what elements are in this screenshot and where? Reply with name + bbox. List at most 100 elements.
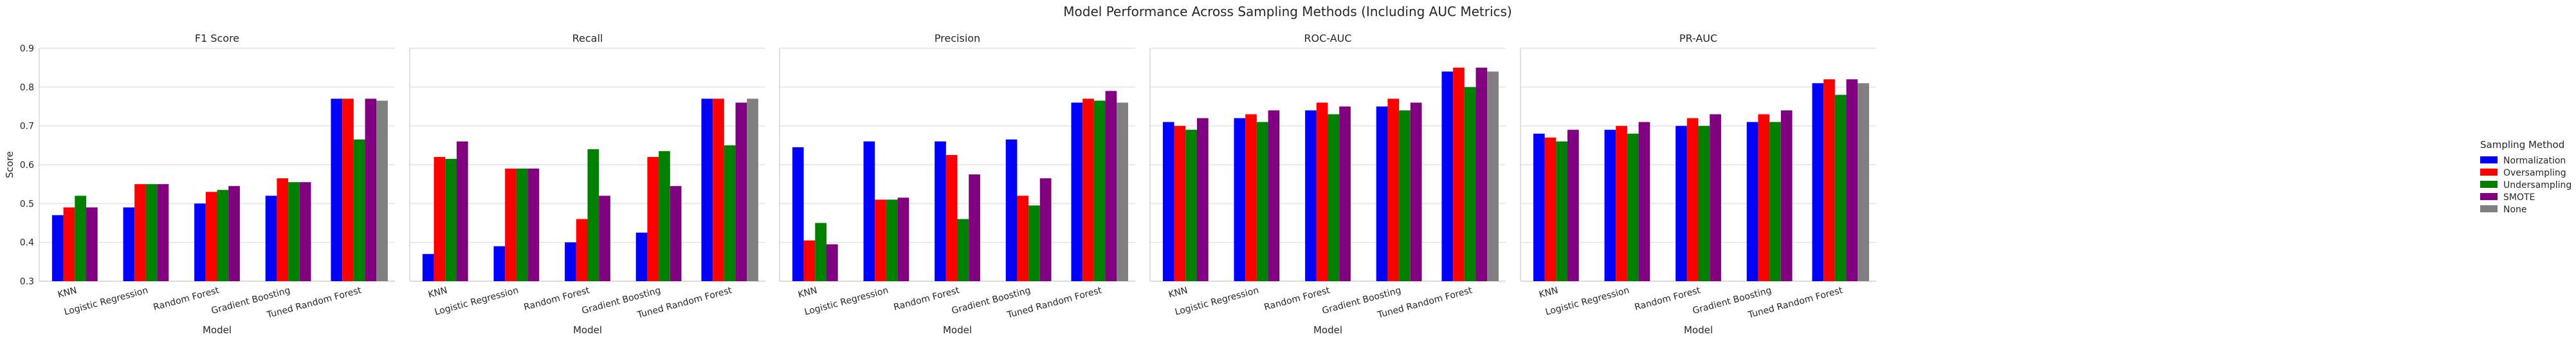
bar-oversampling xyxy=(1245,114,1257,281)
bar-undersampling xyxy=(1256,122,1268,281)
bar-undersampling xyxy=(1556,141,1567,281)
bar-normalization xyxy=(1676,125,1687,281)
bar-smote xyxy=(457,141,468,281)
bar-smote xyxy=(897,198,909,281)
bar-smote xyxy=(1268,110,1280,281)
chart-panels: 0.30.40.50.60.70.80.9F1 ScoreKNNLogistic… xyxy=(4,32,1876,336)
panel-title: ROC-AUC xyxy=(1304,32,1351,44)
legend-swatch-undersampling xyxy=(2480,181,2498,188)
bar-undersampling xyxy=(1185,129,1197,281)
bar-normalization xyxy=(1234,118,1246,281)
x-axis-label: Model xyxy=(1313,324,1342,336)
bar-undersampling xyxy=(75,196,86,281)
bar-normalization xyxy=(1604,129,1616,281)
bar-undersampling xyxy=(724,145,736,281)
bar-none xyxy=(747,98,758,281)
bar-oversampling xyxy=(205,192,217,281)
panel-title: Recall xyxy=(572,32,603,44)
bar-undersampling xyxy=(1399,110,1411,281)
y-tick-label: 0.3 xyxy=(20,277,34,287)
bar-smote xyxy=(1410,102,1422,281)
bar-smote xyxy=(228,186,240,281)
bar-normalization xyxy=(1162,122,1174,281)
bar-normalization xyxy=(1746,122,1758,281)
bar-smote xyxy=(735,102,747,281)
bar-normalization xyxy=(1812,83,1824,282)
x-axis-label: Model xyxy=(203,324,232,336)
bar-undersampling xyxy=(1464,87,1476,281)
bar-smote xyxy=(1197,118,1209,281)
legend-label: None xyxy=(2503,205,2527,215)
y-tick-label: 0.7 xyxy=(20,122,34,132)
bar-normalization xyxy=(493,246,506,281)
x-tick-label: KNN xyxy=(797,285,818,300)
y-tick-label: 0.6 xyxy=(20,160,34,170)
bar-normalization xyxy=(194,203,206,281)
bar-smote xyxy=(1105,91,1117,281)
bar-undersampling xyxy=(1093,100,1106,281)
bar-smote xyxy=(1039,178,1052,281)
bar-oversampling xyxy=(1544,137,1557,281)
legend-swatch-oversampling xyxy=(2480,169,2498,176)
bar-undersampling xyxy=(587,149,599,281)
bar-none xyxy=(376,100,388,281)
bar-undersampling xyxy=(1028,205,1040,281)
bar-undersampling xyxy=(886,199,898,281)
legend-swatch-smote xyxy=(2480,193,2498,200)
bar-oversampling xyxy=(1017,196,1029,281)
bar-oversampling xyxy=(134,184,146,281)
figure-title: Model Performance Across Sampling Method… xyxy=(1063,4,1512,19)
bar-smote xyxy=(969,174,980,281)
bar-none xyxy=(1487,71,1499,281)
bar-oversampling xyxy=(505,169,516,281)
bar-smote xyxy=(86,207,98,281)
bar-oversampling xyxy=(875,199,886,281)
bar-normalization xyxy=(265,196,277,281)
bar-smote xyxy=(299,182,311,281)
bar-oversampling xyxy=(1453,68,1465,282)
bar-undersampling xyxy=(659,151,670,281)
bar-undersampling xyxy=(288,182,300,281)
bar-smote xyxy=(527,169,540,281)
x-tick-label: KNN xyxy=(427,285,448,300)
bar-oversampling xyxy=(1387,98,1400,281)
bar-smote xyxy=(157,184,169,281)
legend-swatch-none xyxy=(2480,205,2498,212)
bar-undersampling xyxy=(145,184,158,281)
bar-oversampling xyxy=(1174,125,1186,281)
bar-undersampling xyxy=(445,158,457,281)
bar-smote xyxy=(1475,68,1488,282)
legend-title: Sampling Method xyxy=(2480,139,2564,151)
bar-oversampling xyxy=(945,154,958,281)
bar-oversampling xyxy=(803,240,816,281)
bar-normalization xyxy=(565,242,576,281)
bar-smote xyxy=(599,196,610,281)
legend-label: Oversampling xyxy=(2503,168,2566,178)
x-axis-label: Model xyxy=(1684,324,1713,336)
bar-normalization xyxy=(331,98,343,281)
bar-oversampling xyxy=(63,207,75,281)
bar-normalization xyxy=(935,141,946,281)
x-axis-label: Model xyxy=(573,324,602,336)
bar-oversampling xyxy=(342,98,354,281)
bar-undersampling xyxy=(1627,133,1639,281)
bar-smote xyxy=(365,98,377,281)
bar-undersampling xyxy=(1328,114,1340,281)
bar-oversampling xyxy=(1758,114,1770,281)
bar-oversampling xyxy=(1616,125,1627,281)
y-tick-label: 0.5 xyxy=(20,199,34,209)
bar-oversampling xyxy=(713,98,724,281)
bar-undersampling xyxy=(353,139,365,281)
bar-normalization xyxy=(1305,110,1317,281)
bar-undersampling xyxy=(957,219,969,281)
panel-title: F1 Score xyxy=(195,32,239,44)
bar-normalization xyxy=(635,232,648,281)
bar-smote xyxy=(827,244,838,281)
bar-smote xyxy=(1780,110,1793,281)
bar-oversampling xyxy=(434,156,446,281)
